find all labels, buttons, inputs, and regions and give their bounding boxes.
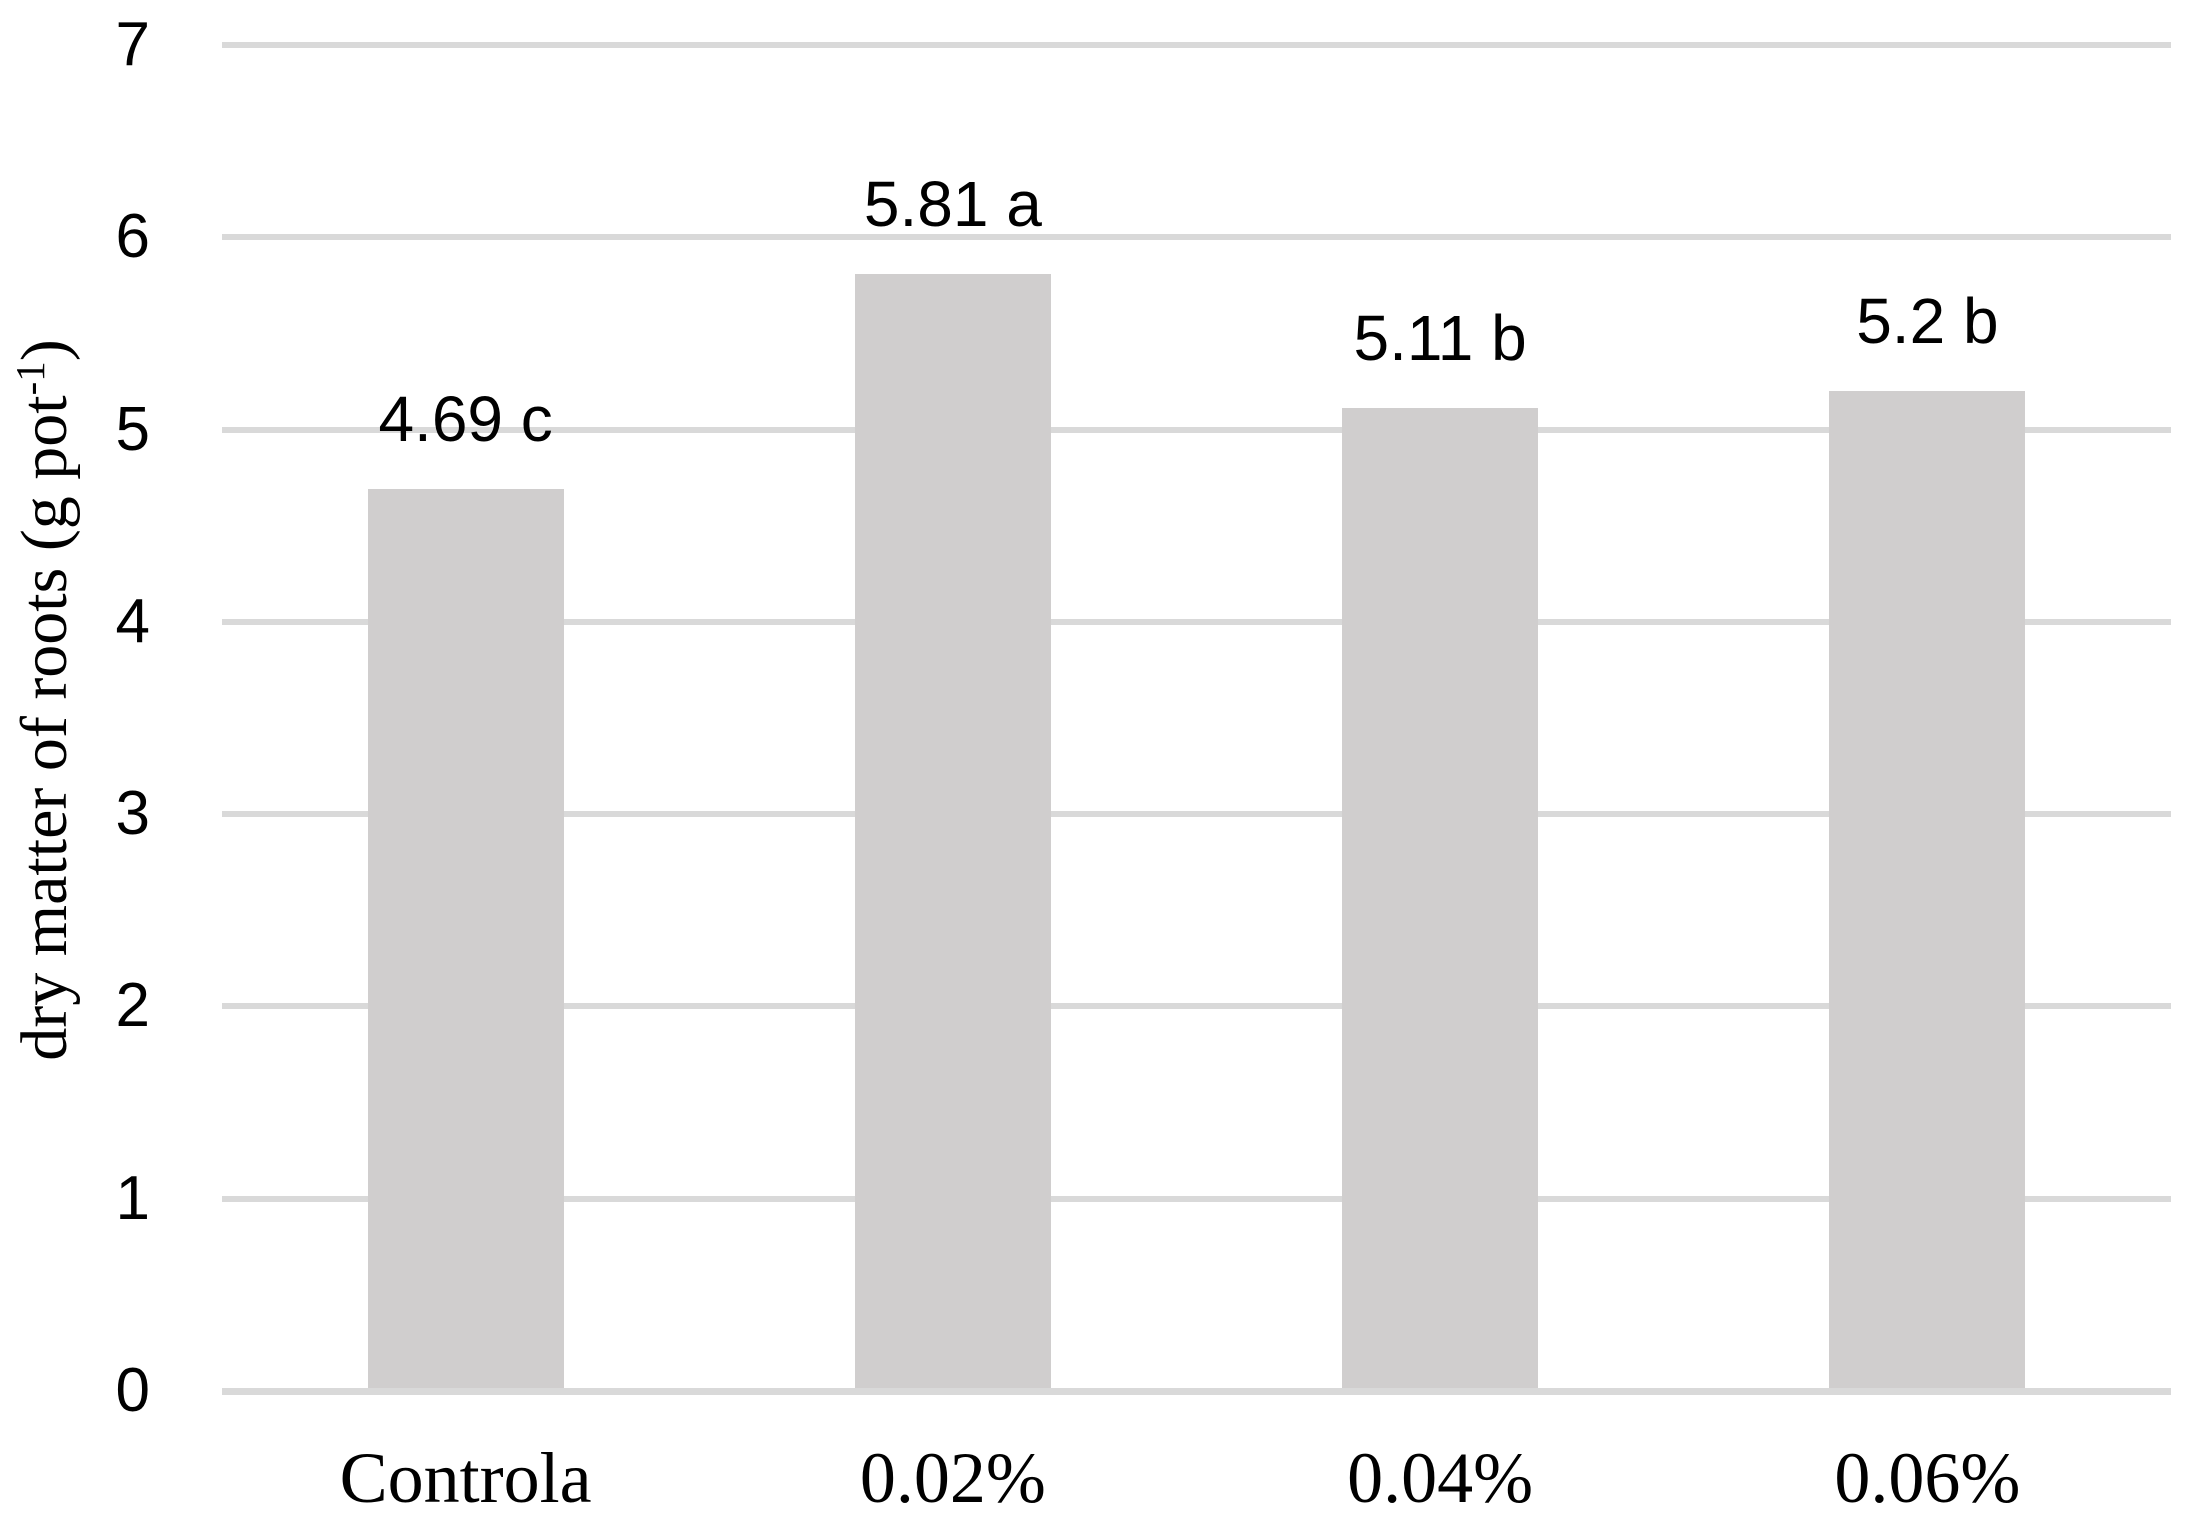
y-axis-title-main: dry matter of roots (g pot: [8, 395, 81, 1061]
y-axis-tick-label: 4: [115, 586, 150, 656]
gridline-y7: [222, 42, 2171, 48]
bar-2: [854, 273, 1051, 1388]
bar-3: [1342, 408, 1539, 1388]
x-axis-line: [222, 1388, 2171, 1395]
gridline-y3: [222, 811, 2171, 818]
x-axis-category-label: Controla: [339, 1438, 592, 1518]
gridline-y4: [222, 618, 2171, 625]
y-axis-title-superscript: -1: [7, 361, 53, 396]
y-axis-tick-label: 5: [115, 394, 150, 464]
y-axis-title-close: ): [8, 339, 81, 362]
gridline-y2: [222, 1003, 2171, 1010]
bar-4: [1829, 391, 2026, 1388]
x-axis-category-label: 0.06%: [1834, 1438, 2021, 1518]
x-axis-category-label: 0.02%: [859, 1438, 1046, 1518]
bar-value-label: 5.2 b: [1856, 285, 1999, 358]
gridline-y6: [222, 234, 2171, 241]
bar-value-label: 5.11 b: [1353, 302, 1527, 375]
y-axis-tick-label: 0: [115, 1356, 150, 1425]
bar-value-label: 4.69 c: [378, 383, 553, 456]
y-axis-tick-label: 7: [115, 10, 150, 79]
bar-value-label: 5.81 a: [863, 167, 1042, 240]
y-axis-tick-label: 2: [115, 971, 150, 1041]
y-axis-tick-label: 3: [115, 779, 150, 849]
bar-1: [367, 489, 564, 1388]
y-axis-tick-label: 1: [115, 1163, 150, 1233]
gridline-y1: [222, 1195, 2171, 1202]
x-axis-category-label: 0.04%: [1347, 1438, 1534, 1518]
y-axis-tick-label: 6: [115, 202, 150, 272]
gridline-y5: [222, 426, 2171, 433]
